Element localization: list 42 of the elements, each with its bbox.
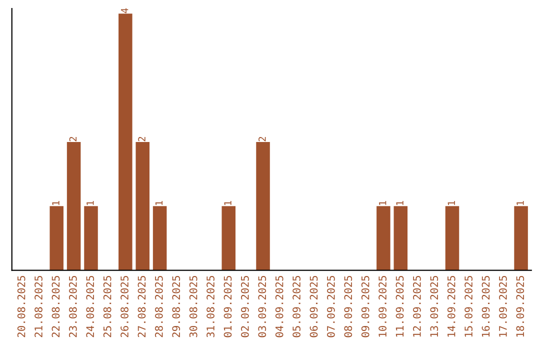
data-label: 1 [448, 200, 455, 205]
data-label: 1 [516, 200, 524, 205]
x-tick-label: 31.08.2025 [206, 276, 214, 338]
x-tick-label: 11.09.2025 [396, 276, 404, 337]
x-tick-label: 08.09.2025 [344, 276, 352, 338]
x-tick-label: 21.08.2025 [34, 276, 42, 338]
x-tick-label: 07.09.2025 [326, 276, 335, 338]
x-tick-label: 25.08.2025 [103, 276, 112, 338]
x-tick-label: 02.09.2025 [240, 276, 249, 338]
x-tick-label: 28.08.2025 [154, 276, 163, 338]
data-label: 2 [258, 136, 266, 142]
data-label: 1 [155, 200, 163, 205]
data-label: 4 [121, 8, 128, 14]
data-label: 1 [379, 200, 386, 205]
x-tick-label: 05.09.2025 [292, 276, 300, 338]
x-tick-label: 30.08.2025 [189, 276, 198, 338]
x-tick-label: 13.09.2025 [430, 276, 438, 337]
x-tick-label: 29.08.2025 [172, 276, 180, 338]
x-tick-label: 20.08.2025 [17, 276, 26, 338]
x-tick-label: 23.08.2025 [68, 276, 77, 338]
data-label: 2 [69, 136, 77, 142]
data-label: 1 [86, 200, 94, 205]
x-tick-label: 26.08.2025 [120, 276, 128, 338]
data-label: 2 [138, 136, 146, 142]
x-tick-label: 18.09.2025 [516, 276, 524, 337]
x-tick-label: 01.09.2025 [224, 276, 232, 338]
data-label: 1 [396, 200, 404, 205]
data-label: 1 [224, 200, 232, 205]
x-tick-label: 12.09.2025 [413, 276, 421, 337]
data-label: 1 [52, 200, 60, 205]
x-tick-label: 14.09.2025 [447, 276, 456, 337]
x-tick-label: 16.09.2025 [482, 276, 490, 337]
x-tick-label: 17.09.2025 [499, 276, 507, 337]
x-tick-label: 15.09.2025 [464, 276, 472, 337]
x-tick-label: 22.08.2025 [52, 276, 60, 338]
x-tick-label: 27.08.2025 [138, 276, 146, 338]
x-tick-label: 03.09.2025 [258, 276, 266, 338]
x-tick-label: 09.09.2025 [361, 276, 370, 338]
x-tick-label: 10.09.2025 [378, 276, 386, 337]
x-tick-label: 24.08.2025 [86, 276, 94, 338]
x-tick-label: 06.09.2025 [310, 276, 318, 338]
x-tick-label: 04.09.2025 [275, 276, 284, 338]
